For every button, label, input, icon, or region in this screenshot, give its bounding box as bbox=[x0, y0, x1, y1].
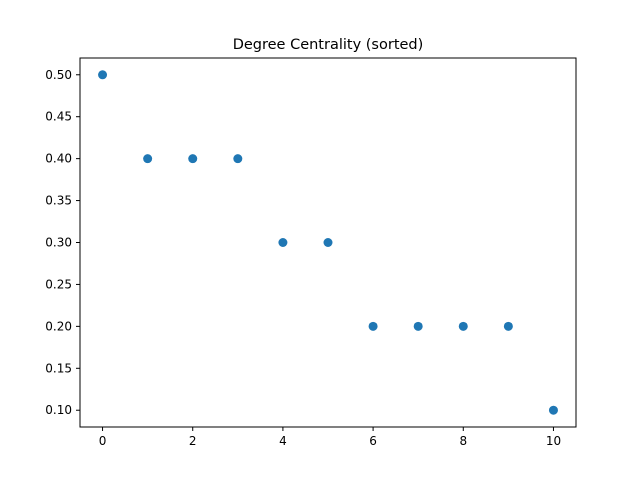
data-point bbox=[188, 154, 198, 164]
data-point bbox=[98, 70, 108, 80]
y-tick-label: 0.35 bbox=[45, 194, 72, 208]
x-axis-ticks: 0 2 4 6 8 10 bbox=[99, 427, 561, 448]
y-tick-label: 0.10 bbox=[45, 403, 72, 417]
x-tick-label: 6 bbox=[369, 434, 377, 448]
data-points bbox=[98, 70, 558, 415]
data-point bbox=[413, 321, 423, 331]
data-point bbox=[278, 238, 288, 247]
y-tick-label: 0.25 bbox=[45, 277, 72, 291]
y-axis-ticks: 0.10 0.15 0.20 0.25 0.30 0.35 0.40 0.45 0.50 bbox=[45, 68, 80, 417]
plot-area-frame bbox=[79, 57, 577, 428]
y-tick-label: 0.45 bbox=[45, 110, 72, 124]
data-point bbox=[458, 321, 468, 331]
y-tick-label: 0.40 bbox=[45, 152, 72, 166]
y-tick-label: 0.20 bbox=[45, 319, 72, 333]
data-point bbox=[368, 321, 378, 331]
x-tick-label: 8 bbox=[459, 434, 467, 448]
x-tick-label: 2 bbox=[189, 434, 197, 448]
x-tick-label: 4 bbox=[279, 434, 287, 448]
data-point bbox=[323, 238, 333, 247]
y-tick-label: 0.50 bbox=[45, 68, 72, 82]
x-tick-label: 10 bbox=[546, 434, 561, 448]
data-point bbox=[503, 321, 513, 331]
y-tick-label: 0.30 bbox=[45, 236, 72, 250]
y-tick-label: 0.15 bbox=[45, 361, 72, 375]
chart-title: Degree Centrality (sorted) bbox=[233, 37, 424, 53]
data-point bbox=[233, 154, 243, 164]
x-tick-label: 0 bbox=[99, 434, 107, 448]
data-point bbox=[548, 405, 558, 415]
data-point bbox=[143, 154, 153, 164]
